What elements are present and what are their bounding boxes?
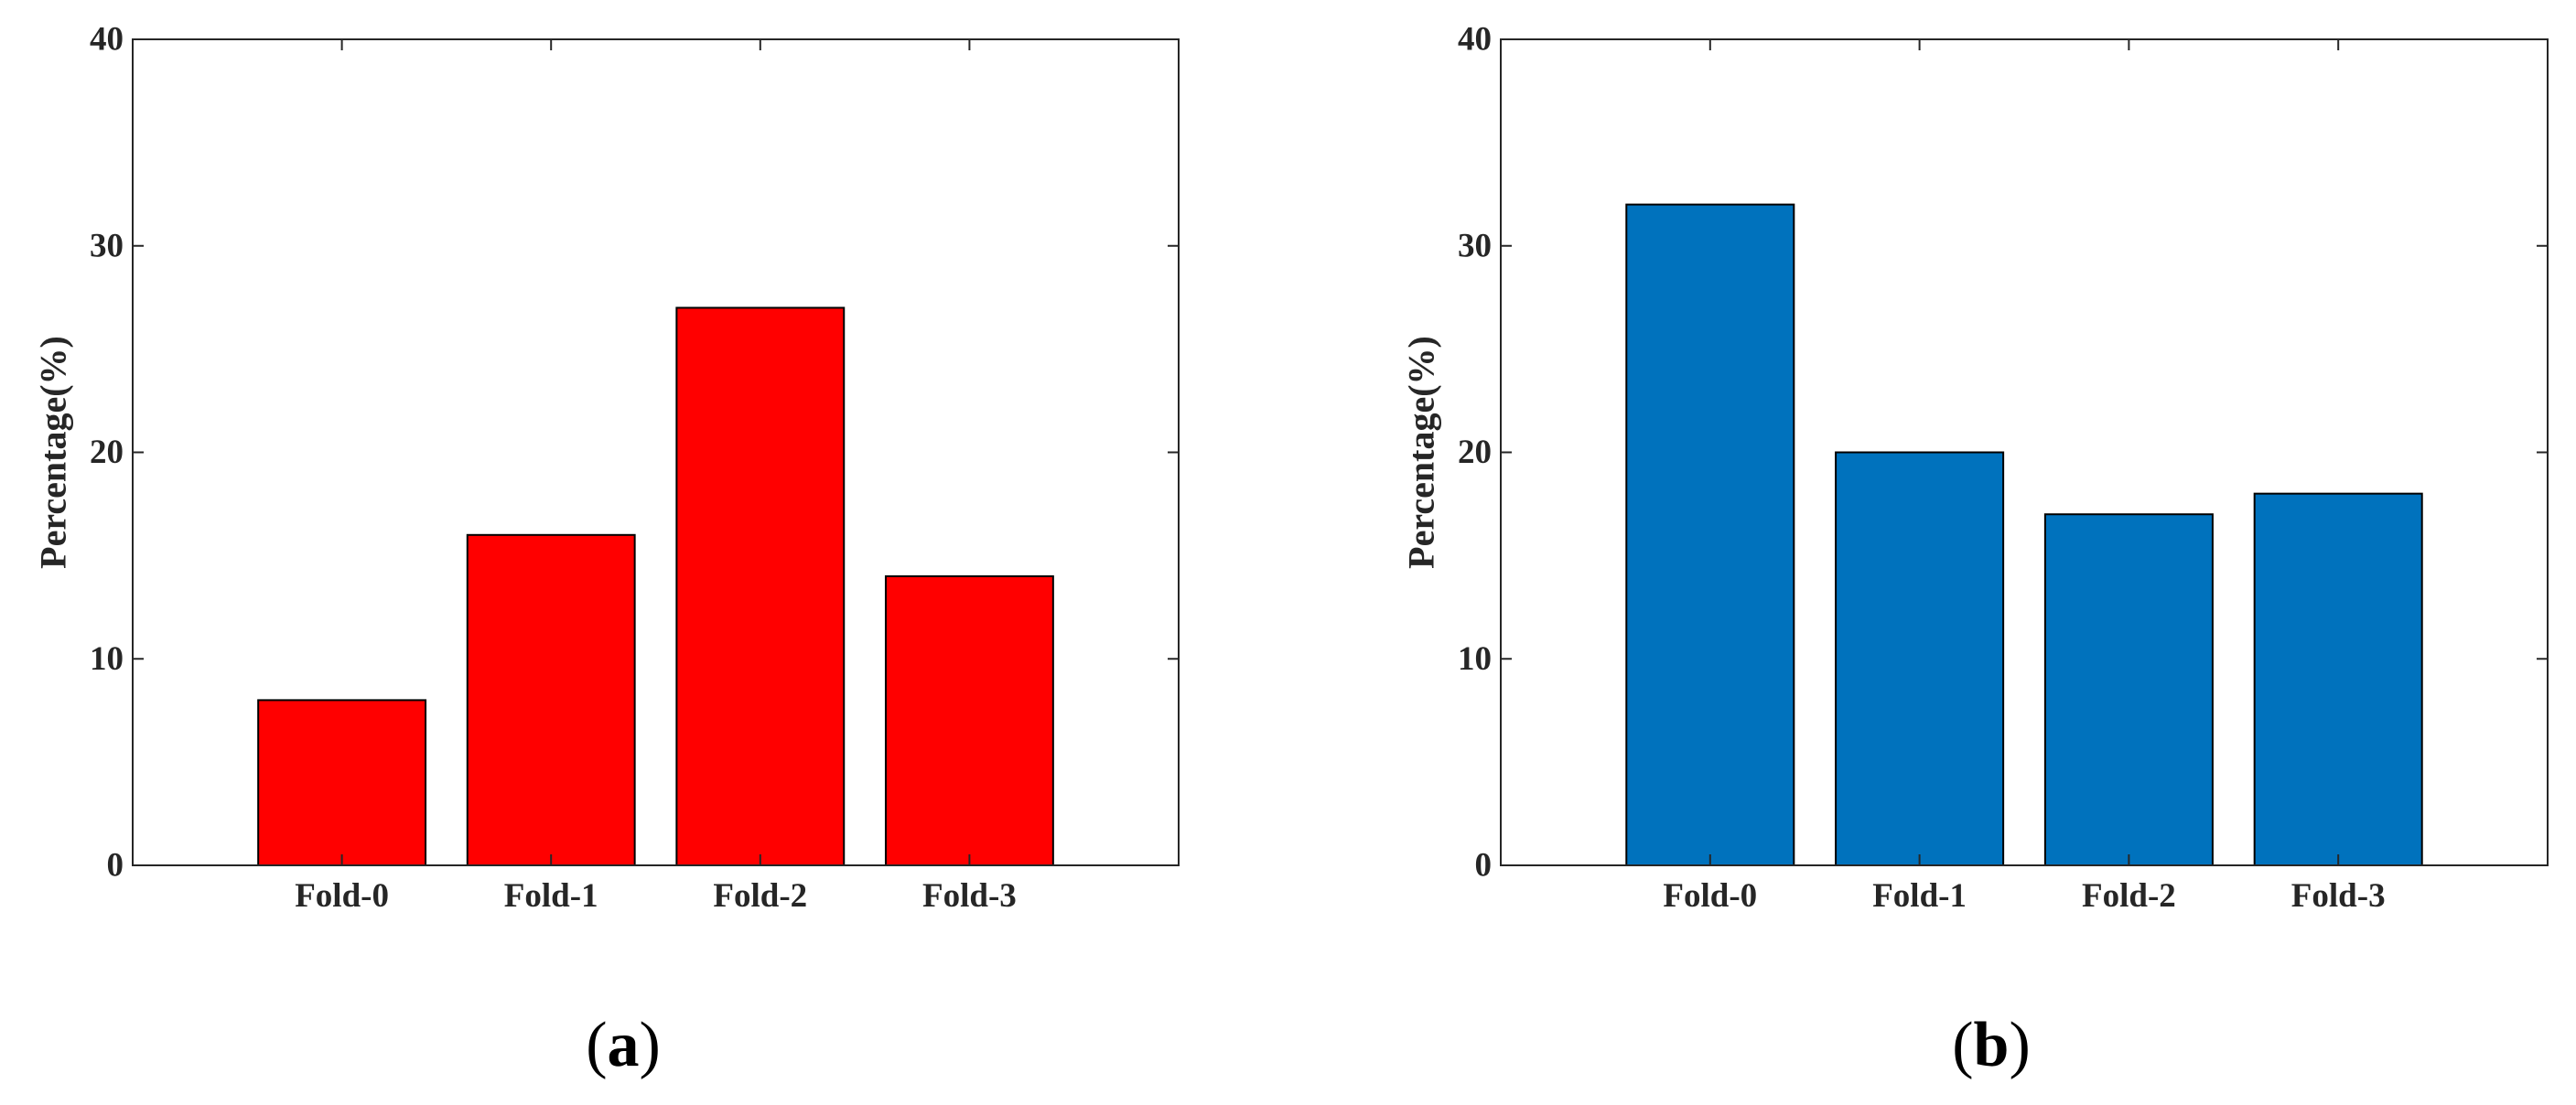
xtick-label-a-fold-3: Fold-3	[922, 877, 1017, 915]
ytick-label-a: 20	[90, 434, 124, 471]
ytick-label-a: 10	[90, 640, 124, 678]
y-axis-label-a: Percentage(%)	[33, 336, 74, 569]
xtick-label-a-fold-1: Fold-1	[504, 877, 598, 915]
chart-panel-b: 0 10 20 30 40 Fold-0 Fold-1 Fold-2 Fold-3 Percent…	[1401, 21, 2549, 1080]
ytick-label-a: 40	[90, 21, 124, 59]
xtick-label-b-fold-2: Fold-2	[2082, 877, 2176, 915]
bar-a-fold-2	[675, 306, 846, 867]
bar-a-fold-0	[257, 699, 427, 867]
ytick-label-b: 10	[1458, 640, 1492, 678]
ytick-label-a: 0	[107, 847, 124, 885]
ytick-label-b: 40	[1458, 21, 1492, 59]
chart-panel-a: 0 10 20 30 40 Fold-0 Fold-1 Fold-2 Fold-3 Percent…	[33, 21, 1180, 1080]
bar-b-fold-2	[2043, 513, 2214, 866]
xtick-label-a-fold-0: Fold-0	[295, 877, 389, 915]
ytick-label-a: 30	[90, 227, 124, 264]
ytick-label-b: 30	[1458, 227, 1492, 264]
bar-a-fold-3	[884, 574, 1054, 866]
xtick-label-b-fold-1: Fold-1	[1872, 877, 1967, 915]
ytick-label-b: 20	[1458, 434, 1492, 471]
panel-caption-b: (b)	[1952, 1010, 2031, 1080]
ytick-label-b: 0	[1475, 847, 1493, 885]
panel-caption-a: (a)	[586, 1010, 661, 1080]
bar-b-fold-0	[1625, 203, 1795, 867]
xtick-label-b-fold-0: Fold-0	[1663, 877, 1757, 915]
xtick-label-b-fold-3: Fold-3	[2291, 877, 2386, 915]
xtick-label-a-fold-2: Fold-2	[713, 877, 807, 915]
y-axis-label-b: Percentage(%)	[1401, 336, 1442, 569]
bar-b-fold-1	[1835, 451, 2005, 866]
bar-a-fold-1	[466, 533, 636, 866]
bar-b-fold-3	[2253, 492, 2423, 867]
